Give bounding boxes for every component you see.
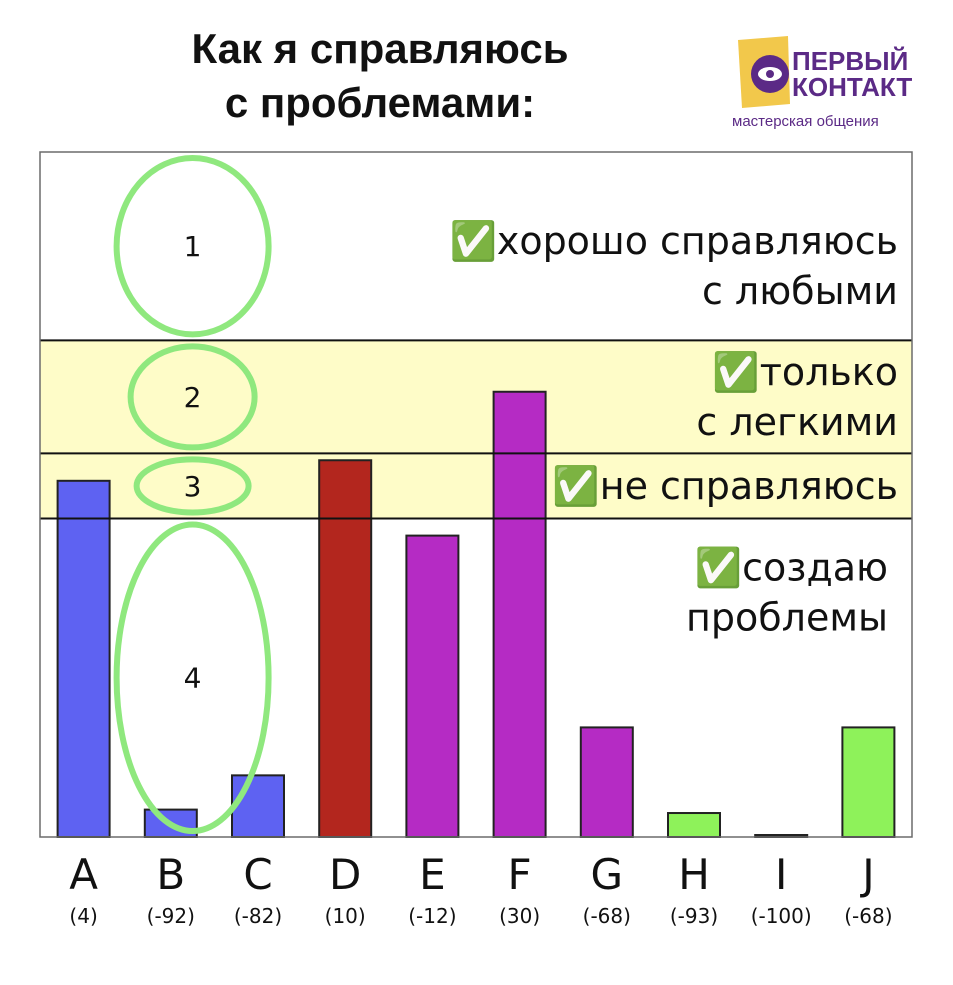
zone-ellipse-3 [133,456,252,516]
zone-bands [40,340,912,519]
zone-ellipse-1 [113,155,272,338]
plot-frame [39,151,913,838]
zone-number-3: 3 [184,470,202,503]
zone-band-3 [40,453,912,519]
value-label-B: (-92) [147,904,195,928]
category-label-A: A [69,850,98,899]
brand-logo: ПЕРВЫЙ КОНТАКТ мастерская общения [730,34,920,134]
bar-D [318,459,373,838]
logo-line-1: ПЕРВЫЙ [792,46,908,76]
value-label-E: (-12) [408,904,456,928]
value-label-D: (10) [325,904,366,928]
zone-band-2 [40,340,912,454]
bar-J [841,726,896,839]
bar-C [231,774,285,838]
chart-title-line-1: Как я справляюсь [191,25,569,72]
category-label-B: B [156,850,185,899]
logo-line-2: КОНТАКТ [792,72,912,102]
zone-ellipse-2 [127,343,258,451]
chart-title-line-2: с проблемами: [224,79,536,126]
zone-number-2: 2 [184,381,202,414]
zone-2-text-line-2: с легкими [696,400,898,444]
checkmark-icon: ✅ [695,545,742,589]
value-label-I: (-100) [751,904,812,928]
value-label-A: (4) [69,904,97,928]
bars [40,339,912,839]
bar-G [579,726,634,839]
logo-tagline: мастерская общения [732,113,879,130]
category-label-D: D [329,850,361,899]
eye-icon-pupil [766,70,774,78]
zone-4-text-line-1: ✅создаю [695,545,888,589]
zone-3-text-line-1: ✅не справляюсь [552,464,898,508]
bar-H [667,812,721,839]
zone-number-1: 1 [184,230,202,263]
zone-descriptions: ✅хорошо справляюсь с любыми ✅только с легки… [450,219,899,639]
category-labels: A B C D E F G H I J [69,850,874,899]
value-label-C: (-82) [234,904,282,928]
category-label-E: E [419,850,446,899]
bar-A [56,479,111,838]
value-label-F: (30) [499,904,540,928]
category-label-G: G [591,850,624,899]
category-label-C: C [243,850,272,899]
zone-ellipse-4 [113,521,272,834]
value-label-J: (-68) [844,904,892,928]
value-labels: (4) (-92) (-82) (10) (-12) (30) (-68) (-93) (-10… [69,904,892,928]
zone-1-text-line-2: с любыми [702,269,898,313]
checkmark-icon: ✅ [712,350,759,394]
checkmark-icon: ✅ [450,219,497,263]
category-label-J: J [859,850,874,899]
checkmark-icon: ✅ [552,464,599,508]
bar-E [405,534,460,838]
zone-4-text-line-2: проблемы [686,595,888,639]
value-label-H: (-93) [670,904,718,928]
zone-number-4: 4 [184,662,202,695]
zone-ellipses: 1 2 3 4 [113,155,272,834]
brand-logo-graphic: ПЕРВЫЙ КОНТАКТ мастерская общения [732,36,912,130]
zone-1-text-line-1: ✅хорошо справляюсь [450,219,899,263]
category-label-H: H [678,850,710,899]
category-label-I: I [775,850,787,899]
zone-2-text-line-1: ✅только [712,350,898,394]
value-label-G: (-68) [583,904,631,928]
bar-F [492,390,547,838]
category-label-F: F [508,850,532,899]
chart-title: Как я справляюсь с проблемами: [150,22,610,130]
